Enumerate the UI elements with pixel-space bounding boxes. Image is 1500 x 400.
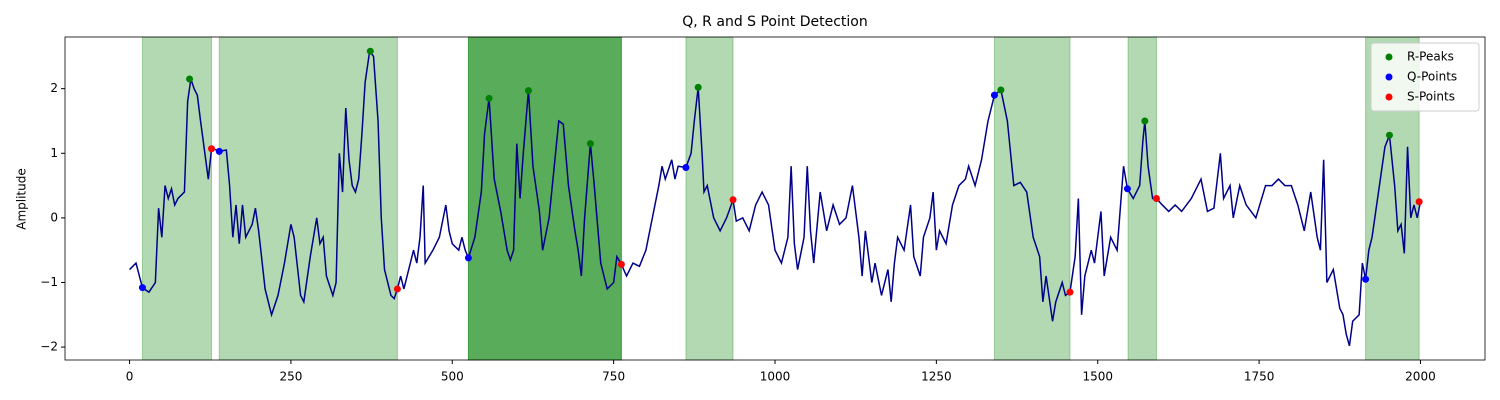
x-tick-label: 1250 (921, 370, 952, 384)
detected-point (208, 145, 216, 153)
x-tick-label: 1750 (1244, 370, 1275, 384)
y-tick-label: 1 (50, 146, 58, 160)
detected-point (1385, 131, 1393, 139)
detected-point (485, 94, 493, 102)
highlight-span (467, 36, 622, 361)
highlight-span (141, 36, 213, 361)
detected-point (990, 91, 998, 99)
x-tick-label: 1500 (1082, 370, 1113, 384)
detected-point (682, 163, 690, 171)
detected-point (366, 47, 374, 55)
detected-point (186, 75, 194, 83)
legend-box (1370, 42, 1480, 112)
x-tick-label: 750 (602, 370, 625, 384)
detected-point (1362, 275, 1370, 283)
x-tick-label: 500 (441, 370, 464, 384)
highlight-span (218, 36, 398, 361)
legend-marker (1385, 93, 1393, 101)
detected-point (138, 284, 146, 292)
legend-marker (1385, 73, 1393, 81)
detected-point (1123, 185, 1131, 193)
detected-point (729, 196, 737, 204)
highlight-span (993, 36, 1071, 361)
detected-point (1141, 117, 1149, 125)
detected-point (464, 254, 472, 262)
x-tick-label: 1000 (760, 370, 791, 384)
detected-point (694, 83, 702, 91)
legend-label: Q-Points (1407, 70, 1457, 84)
x-tick-label: 0 (126, 370, 134, 384)
detected-point (215, 147, 223, 155)
y-tick-label: −1 (40, 275, 58, 289)
signal-line (129, 49, 1422, 346)
legend-marker (1385, 53, 1393, 61)
detected-point (1066, 288, 1074, 296)
detected-point (617, 260, 625, 268)
detected-point (393, 285, 401, 293)
detected-point (524, 87, 532, 95)
x-tick-label: 250 (279, 370, 302, 384)
legend-label: R-Peaks (1407, 50, 1454, 64)
legend: R-Peaks Q-Points S-Points (1370, 42, 1480, 112)
detected-point (586, 140, 594, 148)
y-tick-label: −2 (40, 340, 58, 354)
detected-point (997, 86, 1005, 94)
y-tick-label: 2 (50, 81, 58, 95)
legend-label: S-Points (1407, 90, 1455, 104)
chart-title: Q, R and S Point Detection (682, 14, 867, 30)
y-axis-label: Amplitude (15, 168, 29, 230)
x-tick-label: 2000 (1405, 370, 1436, 384)
y-tick-label: 0 (50, 210, 58, 224)
detected-point (1415, 198, 1423, 206)
detected-point (1152, 195, 1160, 202)
